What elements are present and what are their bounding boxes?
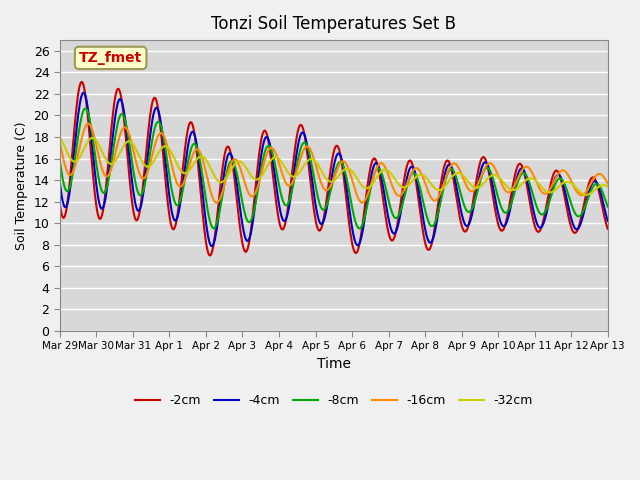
Y-axis label: Soil Temperature (C): Soil Temperature (C) xyxy=(15,121,28,250)
-32cm xyxy=(120,142,128,148)
-4cm xyxy=(392,229,399,235)
Line: -4cm: -4cm xyxy=(60,93,608,246)
-2cm xyxy=(270,182,278,188)
-32cm xyxy=(421,174,429,180)
-2cm xyxy=(223,145,230,151)
-2cm xyxy=(56,202,64,207)
-4cm xyxy=(270,167,278,173)
-16cm xyxy=(250,193,257,199)
-2cm xyxy=(392,230,399,236)
-32cm xyxy=(56,134,64,140)
-8cm xyxy=(56,158,64,164)
-8cm xyxy=(221,175,229,181)
-4cm xyxy=(208,243,216,249)
Title: Tonzi Soil Temperatures Set B: Tonzi Soil Temperatures Set B xyxy=(211,15,456,33)
-32cm xyxy=(248,174,256,180)
-16cm xyxy=(392,190,399,196)
-2cm xyxy=(78,79,86,85)
-2cm xyxy=(250,205,257,211)
-2cm xyxy=(206,252,214,258)
-8cm xyxy=(422,212,430,217)
-16cm xyxy=(422,183,430,189)
-4cm xyxy=(604,218,612,224)
Line: -8cm: -8cm xyxy=(60,108,608,228)
-4cm xyxy=(422,231,430,237)
-8cm xyxy=(604,204,612,209)
-16cm xyxy=(121,124,129,130)
Line: -32cm: -32cm xyxy=(60,137,608,195)
Legend: -2cm, -4cm, -8cm, -16cm, -32cm: -2cm, -4cm, -8cm, -16cm, -32cm xyxy=(129,389,538,412)
-4cm xyxy=(79,90,87,96)
-8cm xyxy=(392,215,399,221)
-16cm xyxy=(212,200,220,205)
Line: -16cm: -16cm xyxy=(60,124,608,203)
-32cm xyxy=(390,175,398,181)
Text: TZ_fmet: TZ_fmet xyxy=(79,51,142,65)
-16cm xyxy=(270,147,278,153)
-8cm xyxy=(249,213,257,219)
-16cm xyxy=(84,121,92,127)
-2cm xyxy=(604,226,612,232)
-8cm xyxy=(121,117,129,122)
-8cm xyxy=(355,226,363,231)
-16cm xyxy=(223,175,230,181)
-8cm xyxy=(269,154,277,160)
-2cm xyxy=(422,244,430,250)
-32cm xyxy=(604,184,612,190)
-16cm xyxy=(604,180,612,186)
X-axis label: Time: Time xyxy=(317,357,351,371)
-4cm xyxy=(223,158,230,164)
-32cm xyxy=(269,156,276,161)
-4cm xyxy=(56,180,64,185)
-8cm xyxy=(82,106,90,111)
-32cm xyxy=(221,177,228,183)
Line: -2cm: -2cm xyxy=(60,82,608,255)
-4cm xyxy=(121,114,129,120)
-2cm xyxy=(121,124,129,130)
-16cm xyxy=(56,140,64,145)
-4cm xyxy=(250,215,257,221)
-32cm xyxy=(582,192,590,198)
